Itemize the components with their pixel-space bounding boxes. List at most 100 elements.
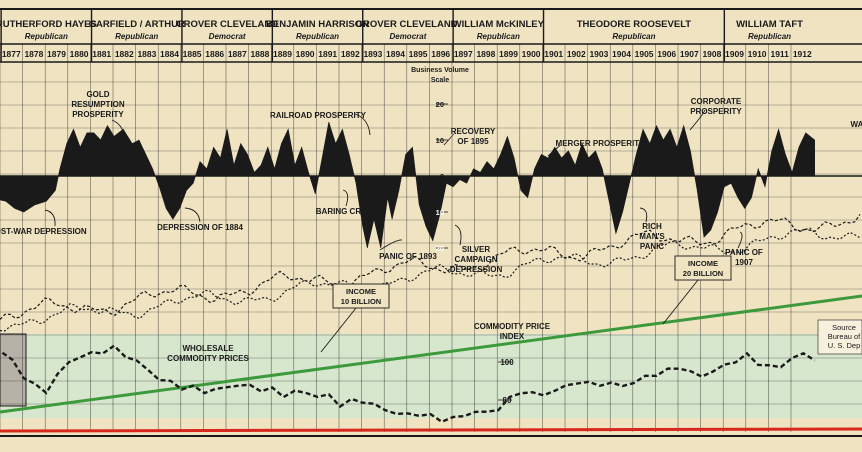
- year-label: 1902: [567, 49, 586, 59]
- annotation-label: CAMPAIGN: [455, 255, 498, 264]
- baseline-red-line: [0, 427, 862, 433]
- year-label: 1884: [160, 49, 179, 59]
- annotation-arrow: [639, 207, 648, 223]
- year-label: 1889: [273, 49, 292, 59]
- scale-tick-label: 20: [436, 244, 444, 253]
- annotation-label: RESUMPTION: [71, 100, 125, 109]
- year-label: 1905: [635, 49, 654, 59]
- year-label: 1911: [770, 49, 789, 59]
- year-label: 1894: [386, 49, 405, 59]
- year-label: 1895: [409, 49, 428, 59]
- annotation-label: RAILROAD PROSPERITY: [270, 111, 367, 120]
- source-text: Source: [832, 323, 856, 332]
- annotation-label: COMMODITY PRICES: [167, 354, 249, 363]
- year-label: 1892: [341, 49, 360, 59]
- year-label: 1877: [2, 49, 21, 59]
- president-name: BENJAMIN HARRISON: [266, 19, 369, 30]
- president-header-layer: RUTHERFORD HAYES Republican GARFIELD / ART…: [0, 9, 803, 62]
- index-label-line1: COMMODITY PRICE: [474, 322, 551, 331]
- president-party: Democrat: [209, 32, 246, 41]
- annotation-arrow: [454, 224, 462, 246]
- annotation-arrow: [184, 207, 201, 223]
- income-box: [332, 283, 390, 309]
- annotation-label: DEPRESSION OF 1884: [157, 223, 243, 232]
- annotation-label: POST-WAR DEPRESSION: [0, 227, 87, 236]
- president-party: Republican: [748, 32, 791, 41]
- annotation-label: BARING CRISIS: [316, 207, 377, 216]
- annotation-label: OF 1895: [457, 137, 489, 146]
- year-label: 1893: [363, 49, 382, 59]
- year-label: 1886: [205, 49, 224, 59]
- dotted-index-line-1: [0, 227, 861, 332]
- year-label: 1912: [793, 49, 812, 59]
- year-label: 1881: [92, 49, 111, 59]
- year-label: 1907: [680, 49, 699, 59]
- scale-tick-label: 0: [440, 172, 444, 181]
- annotation-label: RICH: [642, 222, 662, 231]
- year-label: 1898: [476, 49, 495, 59]
- president-party: Republican: [477, 32, 520, 41]
- annotation-arrow: [379, 239, 403, 251]
- source-box: [817, 319, 862, 355]
- president-party: Republican: [25, 32, 68, 41]
- annotation-label: PROSPERITY: [690, 107, 742, 116]
- commodity-band: [0, 334, 862, 418]
- annotation-arrow: [737, 231, 743, 249]
- scale-tick-label: 20: [436, 100, 444, 109]
- dotted-index-line-2: [0, 214, 861, 320]
- year-label: 1908: [702, 49, 721, 59]
- annotation-layer: GOLDRESUMPTIONPROSPERITYPOST-WAR DEPRESS…: [0, 90, 862, 363]
- commodity-band-layer: [0, 333, 862, 418]
- year-label: 1887: [228, 49, 247, 59]
- annotation-label: 1907: [735, 258, 753, 267]
- annotation-label: RECOVERY: [451, 127, 496, 136]
- year-label: 1883: [137, 49, 156, 59]
- president-party: Republican: [612, 32, 655, 41]
- index-base-box: [0, 333, 27, 407]
- year-label: 1897: [454, 49, 473, 59]
- year-label: 1896: [431, 49, 450, 59]
- year-label: 1891: [318, 49, 337, 59]
- year-label: 1906: [657, 49, 676, 59]
- president-name: THEODORE ROOSEVELT: [577, 19, 692, 30]
- scale-title: Business Volume: [411, 67, 469, 74]
- annotation-arrow: [354, 113, 371, 136]
- income-label: 10 BILLION: [341, 297, 381, 306]
- annotation-arrow: [689, 109, 706, 131]
- year-label: 1885: [183, 49, 202, 59]
- year-label: 1888: [250, 49, 269, 59]
- income-label: INCOME: [688, 259, 718, 268]
- year-label: 1878: [24, 49, 43, 59]
- national-income-line: [0, 294, 862, 414]
- annotation-label: DEPRESSION: [450, 265, 503, 274]
- income-pointer: [662, 279, 699, 325]
- annotation-label: CORPORATE: [691, 97, 742, 106]
- annotation-label: MERGER PROSPERITY: [556, 139, 646, 148]
- president-name: WILLIAM TAFT: [736, 19, 803, 30]
- year-label: 1903: [589, 49, 608, 59]
- president-name: GARFIELD / ARTHUR: [89, 19, 185, 30]
- business-volume-layer: Business Volume Scale 20 10 0 10 20: [0, 67, 862, 253]
- annotation-label: GOLD: [86, 90, 109, 99]
- president-name: GROVER CLEVELAND.: [356, 19, 461, 30]
- annotation-arrow: [111, 119, 126, 143]
- year-label: 1910: [748, 49, 767, 59]
- year-label: 1890: [296, 49, 315, 59]
- income-box: [674, 255, 732, 281]
- year-label: 1900: [522, 49, 541, 59]
- president-name: WILLIAM McKINLEY: [453, 19, 545, 30]
- index-tick-label: 100: [500, 358, 514, 367]
- president-name: GROVER CLEVELAND: [176, 19, 278, 30]
- index-label-line2: INDEX: [500, 332, 525, 341]
- annotation-label: PROSPERITY: [72, 110, 124, 119]
- annotation-label: WA: [851, 120, 862, 129]
- annotation-label: PANIC OF: [725, 248, 763, 257]
- scale-tick-label: 10: [436, 208, 444, 217]
- annotation-arrow: [443, 131, 456, 146]
- source-text: Bureau of: [828, 332, 861, 341]
- year-label: 1899: [499, 49, 518, 59]
- year-label: 1880: [70, 49, 89, 59]
- year-label: 1909: [725, 49, 744, 59]
- scale-tick-label: 10: [436, 136, 444, 145]
